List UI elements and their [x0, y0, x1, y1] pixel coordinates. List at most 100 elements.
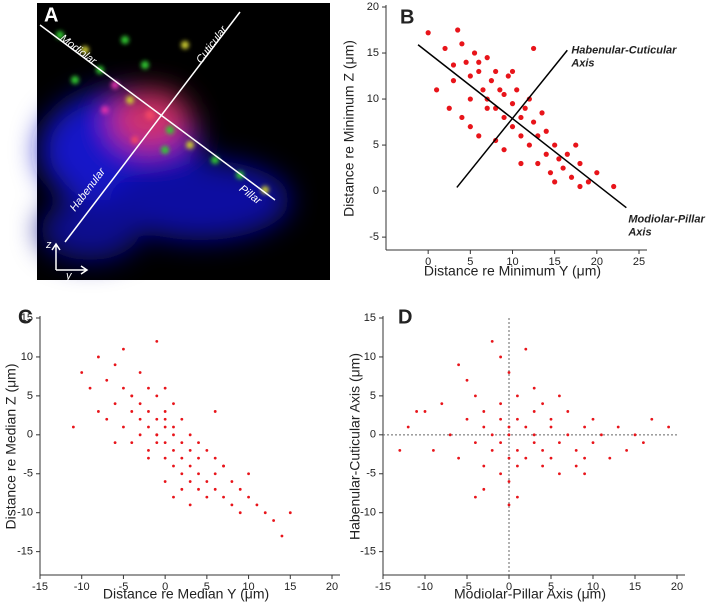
point — [188, 464, 192, 468]
panel-letter: C — [18, 306, 32, 328]
point — [172, 448, 175, 452]
point — [255, 503, 259, 507]
x-tick-label: 15 — [629, 581, 641, 593]
point — [172, 425, 175, 429]
point — [501, 91, 507, 98]
point — [238, 511, 242, 515]
point — [180, 441, 184, 445]
point — [213, 487, 217, 491]
panel-a: A Modiolar Cuticular Habenular Pillar z … — [37, 3, 330, 282]
point — [507, 425, 511, 429]
point — [556, 156, 562, 162]
point — [180, 472, 184, 476]
point — [509, 124, 516, 130]
point — [448, 433, 452, 437]
point — [505, 73, 511, 79]
point — [558, 472, 561, 476]
y-tick-label: 5 — [373, 139, 379, 151]
point — [482, 425, 486, 429]
point — [213, 472, 217, 476]
point — [509, 101, 516, 107]
point — [163, 480, 167, 483]
y-tick-label: 5 — [370, 390, 376, 402]
point — [280, 534, 284, 538]
point — [138, 417, 142, 421]
point — [459, 41, 465, 47]
point — [549, 425, 553, 429]
y-tick-label: -10 — [17, 507, 33, 519]
point — [591, 441, 595, 445]
point — [530, 45, 537, 52]
point — [516, 417, 519, 421]
point — [105, 417, 109, 421]
point — [547, 170, 554, 176]
y-tick-label: -15 — [17, 546, 33, 558]
point — [524, 347, 528, 351]
point — [440, 402, 444, 406]
point — [467, 96, 473, 102]
point — [415, 410, 418, 413]
point — [490, 448, 494, 452]
point — [625, 448, 628, 452]
point — [465, 417, 469, 421]
point — [558, 441, 561, 445]
point — [507, 503, 511, 507]
point — [522, 105, 528, 111]
axis-line — [417, 44, 627, 209]
point — [113, 441, 117, 445]
point — [608, 456, 612, 460]
point — [650, 417, 654, 421]
point — [163, 441, 167, 445]
compass — [51, 242, 89, 275]
point — [172, 433, 175, 437]
point — [138, 402, 142, 406]
point — [482, 464, 486, 468]
point — [163, 425, 167, 429]
point — [499, 402, 502, 406]
point — [138, 433, 142, 437]
y-tick-label: 10 — [364, 351, 376, 363]
point — [532, 386, 536, 390]
blue-glow — [40, 90, 290, 260]
point — [147, 448, 150, 452]
y-tick-label: -5 — [366, 468, 376, 480]
point — [474, 495, 477, 499]
x-tick-label: -5 — [462, 581, 472, 593]
point — [97, 410, 100, 413]
point — [474, 394, 477, 398]
point — [197, 456, 200, 460]
point — [147, 425, 150, 429]
point — [516, 495, 519, 499]
y-tick-label: -5 — [23, 468, 33, 480]
point — [482, 487, 486, 491]
point — [222, 464, 225, 468]
point — [516, 464, 519, 468]
point — [524, 425, 528, 429]
point — [518, 160, 524, 167]
x-tick-label: -15 — [375, 581, 391, 593]
point — [263, 511, 267, 515]
point — [530, 119, 537, 125]
point — [577, 160, 583, 167]
point — [509, 68, 516, 75]
point — [484, 55, 490, 61]
point — [574, 464, 578, 468]
x-tick-label: 0 — [162, 581, 168, 593]
point — [532, 433, 536, 437]
point — [163, 410, 167, 413]
point — [113, 402, 117, 406]
point — [172, 495, 175, 499]
point — [197, 472, 200, 476]
point — [450, 78, 457, 84]
point — [541, 448, 544, 452]
point — [585, 179, 592, 185]
point — [583, 472, 586, 476]
point — [543, 128, 549, 134]
point — [71, 425, 75, 429]
point — [493, 68, 499, 75]
point — [188, 433, 192, 437]
point — [497, 87, 503, 93]
y-tick-label: 10 — [21, 351, 33, 363]
point — [591, 417, 595, 421]
point — [205, 448, 209, 452]
